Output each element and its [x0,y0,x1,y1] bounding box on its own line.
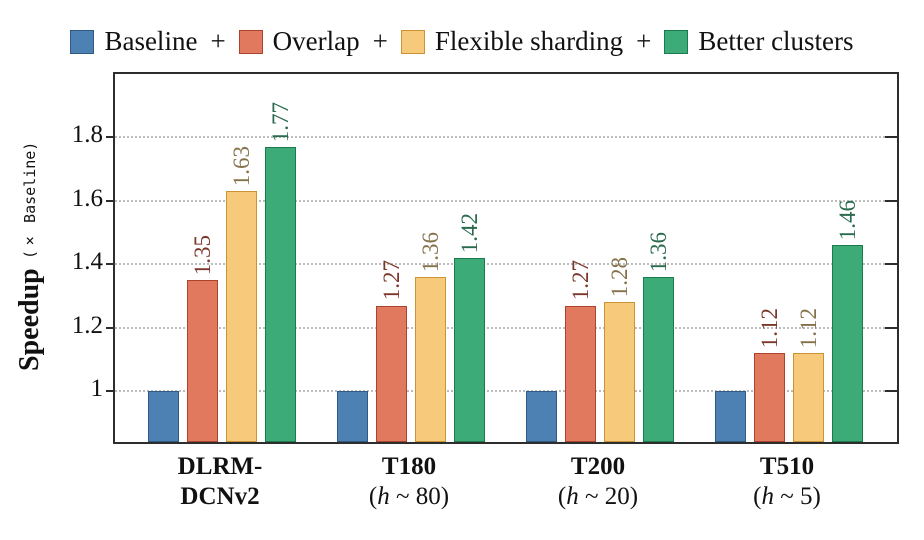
bar-value-label: 1.27 [567,260,593,301]
y-tick-left [106,136,115,139]
bar-baseline-t180 [337,391,368,442]
legend-separator: + [210,26,226,56]
bar-value-label: 1.77 [267,101,293,142]
gridline-y-1.8 [115,136,897,139]
bar-value-label: 1.35 [189,234,215,276]
bar-value-label: 1.12 [756,307,782,349]
x-label-line2: (h ~ 5) [753,483,821,510]
bar-baseline-t510 [715,391,746,442]
x-label-line2: (h ~ 80) [368,483,450,510]
legend-label-baseline: Baseline [104,26,198,56]
y-tick-label-1.2: 1.2 [71,311,103,339]
bar-value-label: 1.28 [606,257,632,298]
bar-flexible-sharding-t510 [793,353,824,442]
gridline-y-1 [115,390,897,393]
y-tick-left [106,263,115,266]
bar-baseline-t200 [526,391,557,442]
bar-baseline-dlrm [148,391,179,442]
x-label-dlrm: DLRM- DCNv2 [110,452,330,512]
y-axis-label-sub: (× Baseline) [21,141,39,259]
x-label-line1: T200 [570,453,626,480]
y-tick-right [885,136,897,139]
bar-better-clusters-t200 [643,277,674,442]
legend-swatch-better-clusters [664,29,689,54]
gridline-y-1.2 [115,326,897,329]
bar-overlap-t200 [565,305,596,442]
gridline-y-1.4 [115,263,897,266]
bar-value-label: 1.12 [795,307,821,349]
legend-label-better-clusters: Better clusters [698,26,854,56]
legend-separator: + [372,26,388,56]
y-tick-right [885,390,897,393]
gridline-y-1.6 [115,199,897,202]
legend-label-flexible-sharding: Flexible sharding [434,26,624,56]
x-label-line1: T180 [381,453,437,480]
x-label-t200: T200 (h ~ 20) [488,452,708,512]
bar-overlap-dlrm [187,280,218,442]
x-label-line2: (h ~ 20) [557,483,639,510]
legend-swatch-overlap [238,29,263,54]
bar-value-label: 1.46 [834,200,860,241]
bar-flexible-sharding-dlrm [226,191,257,442]
y-tick-right [885,263,897,266]
chart-legend: Baseline + Overlap + Flexible sharding + Bette… [10,26,914,57]
bar-better-clusters-dlrm [265,146,296,442]
x-label-line1: DLRM- [177,453,263,480]
y-tick-right [885,199,897,202]
bar-flexible-sharding-t180 [415,277,446,442]
y-tick-left [106,390,115,393]
y-tick-left [106,326,115,329]
bar-better-clusters-t510 [832,245,863,442]
legend-label-overlap: Overlap [272,26,360,56]
plot-area: 1.35 1.63 1.77 1.27 1.36 1.42 1.27 1.28 1.36 1.12… [106,72,899,444]
y-tick-label-1.6: 1.6 [71,184,103,212]
x-label-t180: T180 (h ~ 80) [299,452,519,512]
legend-swatch-baseline [70,29,95,54]
bar-value-label: 1.27 [378,260,404,301]
bar-value-label: 1.36 [645,231,671,273]
y-tick-right [885,326,897,329]
bar-value-label: 1.36 [417,231,443,273]
y-tick-label-1: 1 [90,375,104,403]
x-label-t510: T510 (h ~ 5) [677,452,897,512]
bar-value-label: 1.42 [456,212,482,253]
legend-separator: + [636,26,652,56]
bar-better-clusters-t180 [454,258,485,442]
legend-swatch-flexible-sharding [400,29,425,54]
bar-flexible-sharding-t200 [604,302,635,442]
x-label-line1: T510 [759,453,815,480]
bar-overlap-t180 [376,305,407,442]
y-tick-label-1.4: 1.4 [71,248,103,276]
y-tick-label-1.8: 1.8 [71,121,103,149]
x-label-line2: DCNv2 [180,483,260,510]
y-tick-left [106,199,115,202]
bar-overlap-t510 [754,353,785,442]
bar-value-label: 1.63 [228,146,254,187]
